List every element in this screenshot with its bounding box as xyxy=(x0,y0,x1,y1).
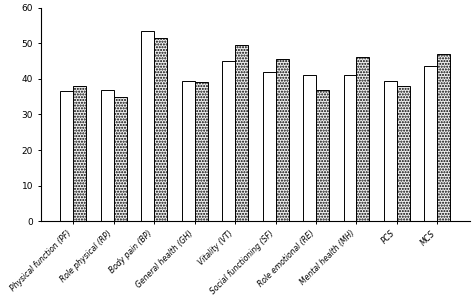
Bar xyxy=(182,81,195,221)
Bar xyxy=(275,59,289,221)
Bar xyxy=(141,31,154,221)
Bar xyxy=(222,61,235,221)
Bar xyxy=(101,89,114,221)
Bar xyxy=(384,81,397,221)
Bar xyxy=(195,82,208,221)
Bar xyxy=(356,58,369,221)
Bar xyxy=(73,86,86,221)
Bar xyxy=(60,91,73,221)
Bar xyxy=(438,54,450,221)
Bar xyxy=(263,72,275,221)
Bar xyxy=(235,45,248,221)
Bar xyxy=(397,86,410,221)
Bar xyxy=(154,38,167,221)
Bar xyxy=(303,75,316,221)
Bar xyxy=(114,97,127,221)
Bar xyxy=(344,75,356,221)
Bar xyxy=(424,66,438,221)
Bar xyxy=(316,89,329,221)
